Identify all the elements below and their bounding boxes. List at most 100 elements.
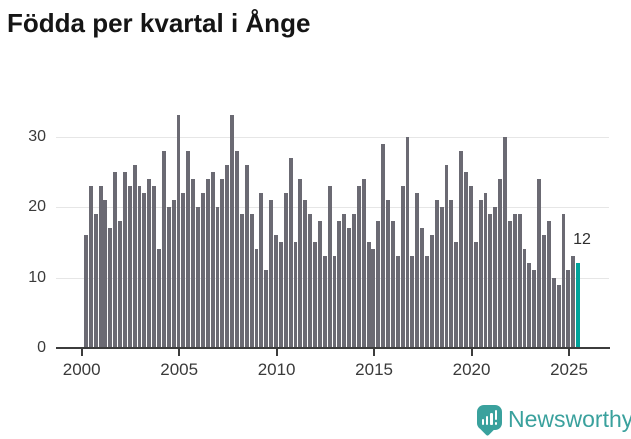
bar: [415, 192, 420, 348]
bar: [390, 221, 395, 348]
bar: [283, 192, 288, 348]
bar: [429, 235, 434, 348]
bar: [381, 143, 386, 348]
bar: [483, 192, 488, 348]
bar: [191, 178, 196, 348]
x-tick: [373, 349, 376, 356]
x-tick-label: 2015: [355, 360, 393, 379]
bar: [468, 185, 473, 348]
bar: [269, 199, 274, 348]
bar: [464, 171, 468, 348]
chart-title: Födda per kvartal i Ånge: [7, 8, 311, 38]
bar: [395, 256, 400, 348]
bar: [176, 115, 181, 348]
bar: [157, 249, 161, 348]
bar: [200, 192, 205, 348]
bar: [444, 164, 449, 348]
bar: [161, 150, 166, 348]
x-tick-label: 2005: [160, 360, 199, 379]
bar: [264, 270, 269, 348]
bar: [196, 207, 200, 348]
bar: [566, 270, 571, 348]
bar: [303, 199, 308, 348]
y-tick-label: 30: [28, 127, 46, 145]
bar: [317, 221, 322, 348]
bar: [498, 178, 503, 348]
exclamation-icon: [494, 409, 498, 420]
bar: [556, 284, 561, 348]
bar: [537, 178, 542, 348]
bar-chart-icon: [485, 416, 489, 425]
bar: [522, 249, 527, 348]
bar: [230, 115, 235, 348]
bar: [293, 242, 298, 348]
bar: [493, 207, 498, 348]
bar: [298, 178, 303, 348]
bar: [186, 150, 191, 348]
bar: [561, 214, 566, 348]
x-tick: [80, 349, 83, 356]
bar: [142, 192, 147, 348]
bar: [571, 256, 576, 348]
bar: [152, 185, 157, 348]
bar: [410, 256, 415, 348]
bar: [366, 242, 371, 348]
bar: [420, 228, 425, 348]
x-tick-label: 2020: [452, 360, 491, 379]
y-tick-label: 0: [37, 339, 46, 356]
bar: [449, 199, 454, 348]
bar: [546, 221, 551, 348]
bar: [439, 207, 444, 348]
bar: [434, 199, 439, 348]
bar: [98, 185, 103, 348]
x-tick-label: 2000: [62, 360, 101, 379]
bar: [503, 136, 507, 348]
bar: [532, 270, 537, 348]
x-tick-label: 2010: [257, 360, 296, 379]
x-tick: [275, 349, 278, 356]
bar: [361, 178, 366, 348]
bar: [332, 256, 337, 348]
bar: [93, 214, 98, 348]
bar: [147, 178, 152, 348]
x-tick: [568, 349, 570, 356]
bar-chart-icon: [490, 413, 493, 425]
bar: [181, 192, 186, 348]
bar: [254, 249, 259, 348]
bar: [376, 221, 381, 348]
logo-badge: [477, 405, 502, 430]
bar: [337, 221, 342, 348]
bar: [347, 228, 351, 348]
bar: [122, 171, 127, 348]
newsworthy-logo: Newsworthy: [477, 404, 631, 438]
x-axis-line: [56, 347, 610, 349]
bar: [108, 228, 113, 348]
bar: [517, 214, 522, 348]
bar: [507, 221, 512, 348]
bar: [351, 214, 356, 348]
bar: [235, 150, 239, 348]
logo-wordmark: Newsworthy: [508, 406, 631, 432]
bar: [274, 235, 278, 348]
bar: [527, 263, 532, 348]
bar: [84, 235, 88, 348]
bar: [215, 207, 220, 348]
gridline-30: [56, 136, 609, 138]
last-value-label: 12: [573, 231, 591, 248]
bar: [249, 214, 254, 348]
bar: [225, 164, 230, 348]
bar: [244, 164, 249, 348]
bar: [488, 214, 493, 348]
bar: [400, 185, 405, 348]
bar: [288, 157, 293, 348]
y-tick-label: 10: [28, 268, 46, 286]
x-tick: [178, 349, 181, 356]
exclamation-dot-icon: [494, 422, 498, 425]
bar: [127, 185, 132, 348]
bar: [454, 242, 459, 348]
bar: [166, 207, 171, 348]
bar: [103, 199, 108, 348]
gridline-20: [56, 207, 609, 208]
